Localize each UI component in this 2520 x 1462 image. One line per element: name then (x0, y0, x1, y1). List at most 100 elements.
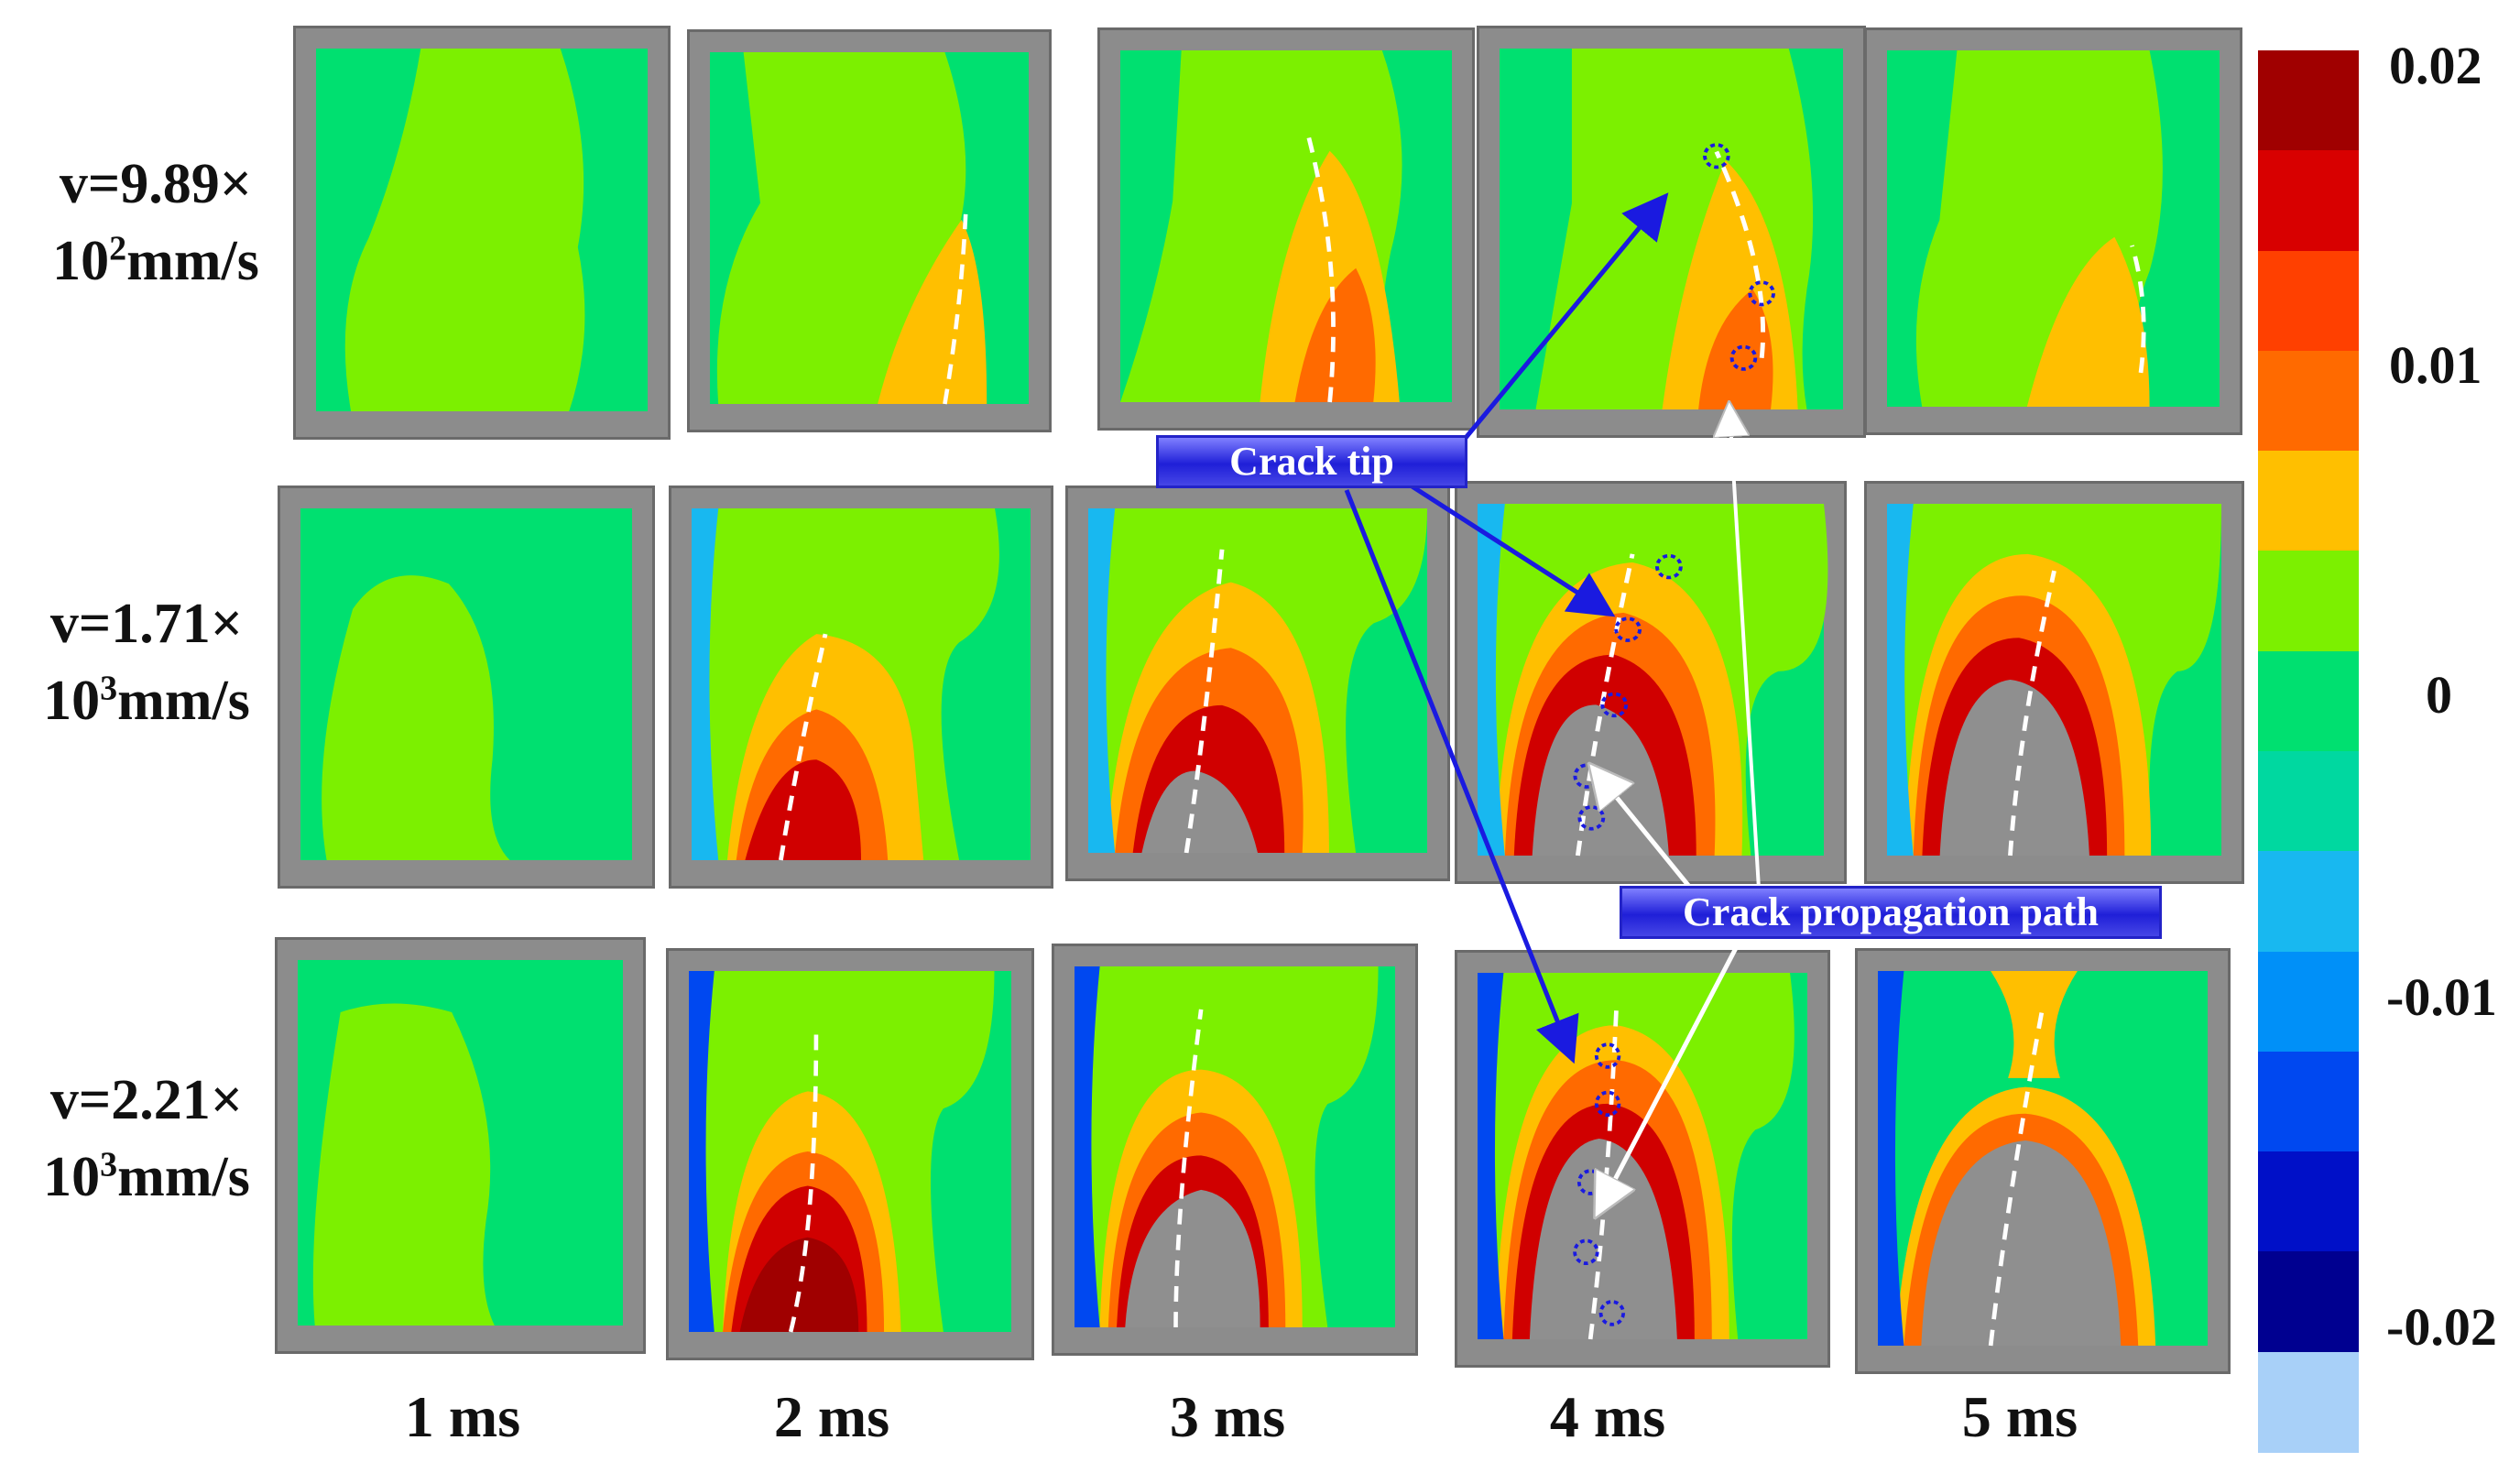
strain-contour-region (1878, 971, 1904, 1346)
crack-path-line (1575, 553, 1635, 856)
colorbar-segment (2258, 951, 2359, 1053)
strain-field-map (689, 971, 1011, 1333)
strain-contour-region (689, 971, 715, 1332)
strain-contour-region (1698, 289, 1773, 409)
strain-contour-region (322, 575, 510, 860)
strain-panel-r1-c5 (1864, 27, 2242, 435)
strain-panel-r1-c4 (1477, 26, 1866, 438)
strain-field-map (692, 508, 1031, 861)
strain-panel-r2-c5 (1864, 481, 2244, 884)
time-label-3: 3 ms (1169, 1384, 1286, 1449)
row-label-1-speed: v=9.89× (59, 153, 253, 215)
row-label-1: v=9.89× 102mm/s (18, 147, 293, 300)
strain-contour-region (1141, 770, 1258, 853)
crack-tip-marker (1614, 616, 1642, 642)
crack-tip-marker (1703, 143, 1730, 169)
crack-tip-marker (1598, 1300, 1626, 1326)
strain-field-map (1088, 508, 1427, 854)
strain-contour-region (1991, 971, 2078, 1078)
crack-tip-marker (1600, 692, 1629, 718)
colorbar-segment (2258, 1151, 2359, 1254)
row-label-2-speed: v=1.71× (49, 593, 244, 655)
strain-field-map (1500, 49, 1843, 409)
time-label-4: 4 ms (1549, 1384, 1666, 1449)
strain-field-map (1120, 50, 1452, 403)
strain-contour-region (1125, 1189, 1260, 1327)
strain-contour-region (878, 219, 987, 404)
crack-path-callout: Crack propagation path (1620, 886, 2162, 939)
colorbar-segment (2258, 150, 2359, 253)
strain-contour-region (1075, 966, 1100, 1327)
strain-field-map (710, 52, 1029, 405)
row-label-2: v=1.71× 103mm/s (5, 586, 289, 739)
strain-panel-r3-c3 (1052, 944, 1418, 1356)
time-label-2: 2 ms (773, 1384, 890, 1449)
strain-panel-r3-c5 (1855, 948, 2231, 1374)
row-label-3: v=2.21× 103mm/s (5, 1063, 289, 1216)
strain-contour-region (1294, 267, 1376, 402)
strain-contour-region (1088, 508, 1116, 853)
strain-field-map (1887, 50, 2220, 407)
strain-panel-r1-c1 (293, 26, 671, 440)
strain-field-map (1478, 504, 1828, 856)
time-label-1: 1 ms (404, 1384, 521, 1449)
crack-path-line (1173, 1009, 1204, 1328)
strain-field-map (1887, 504, 2221, 856)
crack-tip-marker (1573, 1238, 1599, 1266)
crack-tip-marker (1729, 344, 1758, 371)
colorbar-segment (2258, 250, 2359, 353)
crack-path-line (778, 633, 828, 861)
strain-contour-region (1478, 973, 1504, 1339)
colorbar-segment (2258, 50, 2359, 153)
colorbar-tick-label: -0.01 (2386, 967, 2497, 1027)
colorbar-segment (2258, 751, 2359, 854)
crack-tip-marker (1748, 280, 1775, 307)
strain-contour-region (344, 49, 585, 411)
strain-contour-region (692, 508, 719, 860)
strain-panel-r2-c2 (669, 486, 1053, 889)
crack-tip-marker (1654, 553, 1683, 580)
crack-path-line (1587, 1007, 1619, 1340)
time-label-5: 5 ms (1961, 1384, 2078, 1449)
strain-contour-region (739, 1237, 859, 1332)
crack-path-line (1305, 133, 1336, 403)
colorbar-tick-label: 0.02 (2389, 36, 2482, 95)
colorbar-segment (2258, 350, 2359, 453)
strain-contour-region (745, 759, 861, 860)
strain-panel-r1-c2 (687, 29, 1052, 432)
crack-path-line (2130, 245, 2146, 374)
strain-panel-r3-c2 (666, 948, 1034, 1360)
strain-panel-r1-c3 (1097, 27, 1475, 431)
strain-contour-region (1939, 680, 2089, 856)
strain-field-map (300, 508, 632, 860)
row-label-3-speed: v=2.21× (49, 1069, 244, 1131)
strain-contour-region (716, 52, 966, 404)
strain-panel-r3-c1 (275, 937, 646, 1354)
strain-field-map (298, 960, 623, 1326)
colorbar-segment (2258, 451, 2359, 553)
strain-field-map (1075, 966, 1395, 1328)
crack-path-line (2008, 570, 2056, 856)
colorbar-tick-label: -0.02 (2386, 1297, 2497, 1357)
strain-panel-r2-c1 (278, 486, 655, 889)
crack-path-line (1988, 1006, 2045, 1347)
colorbar-segment (2258, 551, 2359, 653)
strain-field-map (316, 49, 648, 411)
colorbar-tick-label: 0 (2426, 665, 2452, 725)
strain-contour-region (2026, 236, 2150, 407)
colorbar-tick-label: 0.01 (2389, 335, 2482, 395)
strain-field-map (1878, 971, 2208, 1347)
colorbar-segment (2258, 1051, 2359, 1154)
colorbar-segment (2258, 1251, 2359, 1354)
strain-contour-region (312, 1003, 495, 1326)
colorbar-segment (2258, 851, 2359, 954)
crack-path-line (1714, 150, 1766, 358)
crack-path-line (1184, 549, 1225, 854)
colorbar-segment (2258, 650, 2359, 753)
crack-tip-callout: Crack tip (1156, 435, 1467, 488)
colorbar-segment (2258, 1351, 2359, 1453)
strain-contour-region (1887, 504, 1914, 856)
strain-panel-r2-c4 (1455, 481, 1847, 884)
strain-contour-region (1921, 1140, 2122, 1346)
strain-field-map (1478, 973, 1807, 1340)
